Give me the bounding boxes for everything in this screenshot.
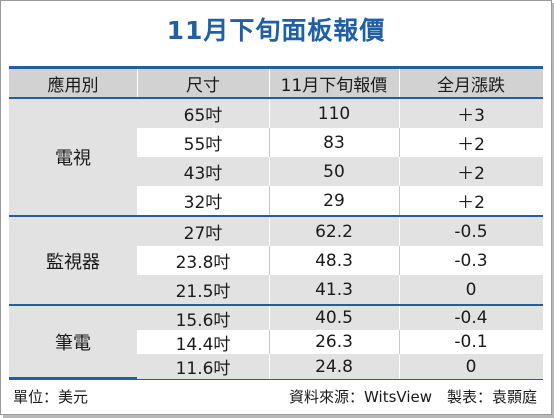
price-cell: 62.2 [315,221,353,242]
size-cell: 11.6吋 [175,359,231,379]
change-cell: ＋2 [457,164,485,184]
table-row: 65吋 110 ＋3 [137,99,543,128]
table-row: 55吋 83 ＋2 [137,128,543,157]
change-cell: -0.1 [454,332,488,352]
column-divider [269,354,270,379]
column-divider [269,157,270,186]
size-cell: 32吋 [183,193,223,213]
column-divider [269,186,270,215]
change-cell: ＋2 [457,193,485,213]
price-cell: 24.8 [315,356,353,377]
category-cell: 電視 [9,99,137,215]
column-divider [399,186,400,215]
column-divider [399,246,400,275]
change-cell: ＋2 [457,135,485,155]
column-divider [269,217,270,246]
price-cell: 40.5 [315,308,353,328]
size-cell: 14.4吋 [175,334,231,355]
group-notebook: 筆電 15.6吋 40.5 -0.4 14.4吋 26.3 -0.1 11.6吋… [9,304,543,379]
column-divider [399,275,400,304]
size-cell: 55吋 [183,135,223,155]
price-cell: 26.3 [315,332,353,352]
group-tv: 電視 65吋 110 ＋3 55吋 83 ＋2 43吋 50 ＋2 32吋 [9,99,543,215]
header-divider [269,69,270,97]
table-row: 32吋 29 ＋2 [137,186,543,215]
price-cell: 50 [323,161,345,182]
column-divider [399,306,400,330]
table-row: 43吋 50 ＋2 [137,157,543,186]
header-divider [137,69,138,97]
change-cell: ＋3 [457,106,485,126]
header-change: 全月漲跌 [437,75,505,96]
size-cell: 65吋 [183,106,223,126]
table-row: 23.8吋 48.3 -0.3 [137,246,543,275]
table-row: 15.6吋 40.5 -0.4 [137,306,543,331]
column-divider [399,128,400,157]
price-cell: 48.3 [315,250,353,271]
column-divider [269,330,270,354]
table-row: 14.4吋 26.3 -0.1 [137,330,543,355]
column-divider [269,306,270,330]
price-cell: 41.3 [315,279,353,300]
column-divider [269,275,270,304]
table-header: 應用別 尺寸 11月下旬報價 全月漲跌 [9,69,543,99]
price-table: 應用別 尺寸 11月下旬報價 全月漲跌 電視 65吋 110 ＋3 55吋 83… [9,66,543,380]
change-cell: 0 [465,279,477,300]
price-cell: 110 [317,103,351,124]
size-cell: 23.8吋 [175,253,231,273]
source-note: 資料來源：WitsView 製表：袁顥庭 [289,388,537,406]
group-monitor: 監視器 27吋 62.2 -0.5 23.8吋 48.3 -0.3 21.5吋 … [9,215,543,304]
category-cell: 筆電 [9,306,137,377]
category-cell: 監視器 [9,217,137,304]
change-cell: -0.4 [454,308,488,328]
table-title: 11月下旬面板報價 [166,16,386,45]
unit-note: 單位：美元 [13,388,89,406]
size-cell: 21.5吋 [175,282,231,302]
change-cell: -0.3 [454,250,488,271]
column-divider [269,246,270,275]
size-cell: 43吋 [183,164,223,184]
header-price: 11月下旬報價 [280,75,388,96]
header-category: 應用別 [47,75,99,96]
column-divider [399,330,400,354]
column-divider [399,157,400,186]
column-divider [399,99,400,128]
header-divider [399,69,400,97]
table-row: 27吋 62.2 -0.5 [137,217,543,246]
table-row: 21.5吋 41.3 0 [137,275,543,304]
price-cell: 29 [323,190,345,211]
column-divider [269,128,270,157]
column-divider [399,354,400,379]
header-size: 尺寸 [186,75,220,96]
column-divider [399,217,400,246]
change-cell: -0.5 [454,221,488,242]
table-row: 11.6吋 24.8 0 [137,354,543,379]
price-cell: 83 [323,132,345,153]
change-cell: 0 [465,356,477,377]
column-divider [269,99,270,128]
size-cell: 27吋 [183,224,223,244]
size-cell: 15.6吋 [175,310,231,331]
